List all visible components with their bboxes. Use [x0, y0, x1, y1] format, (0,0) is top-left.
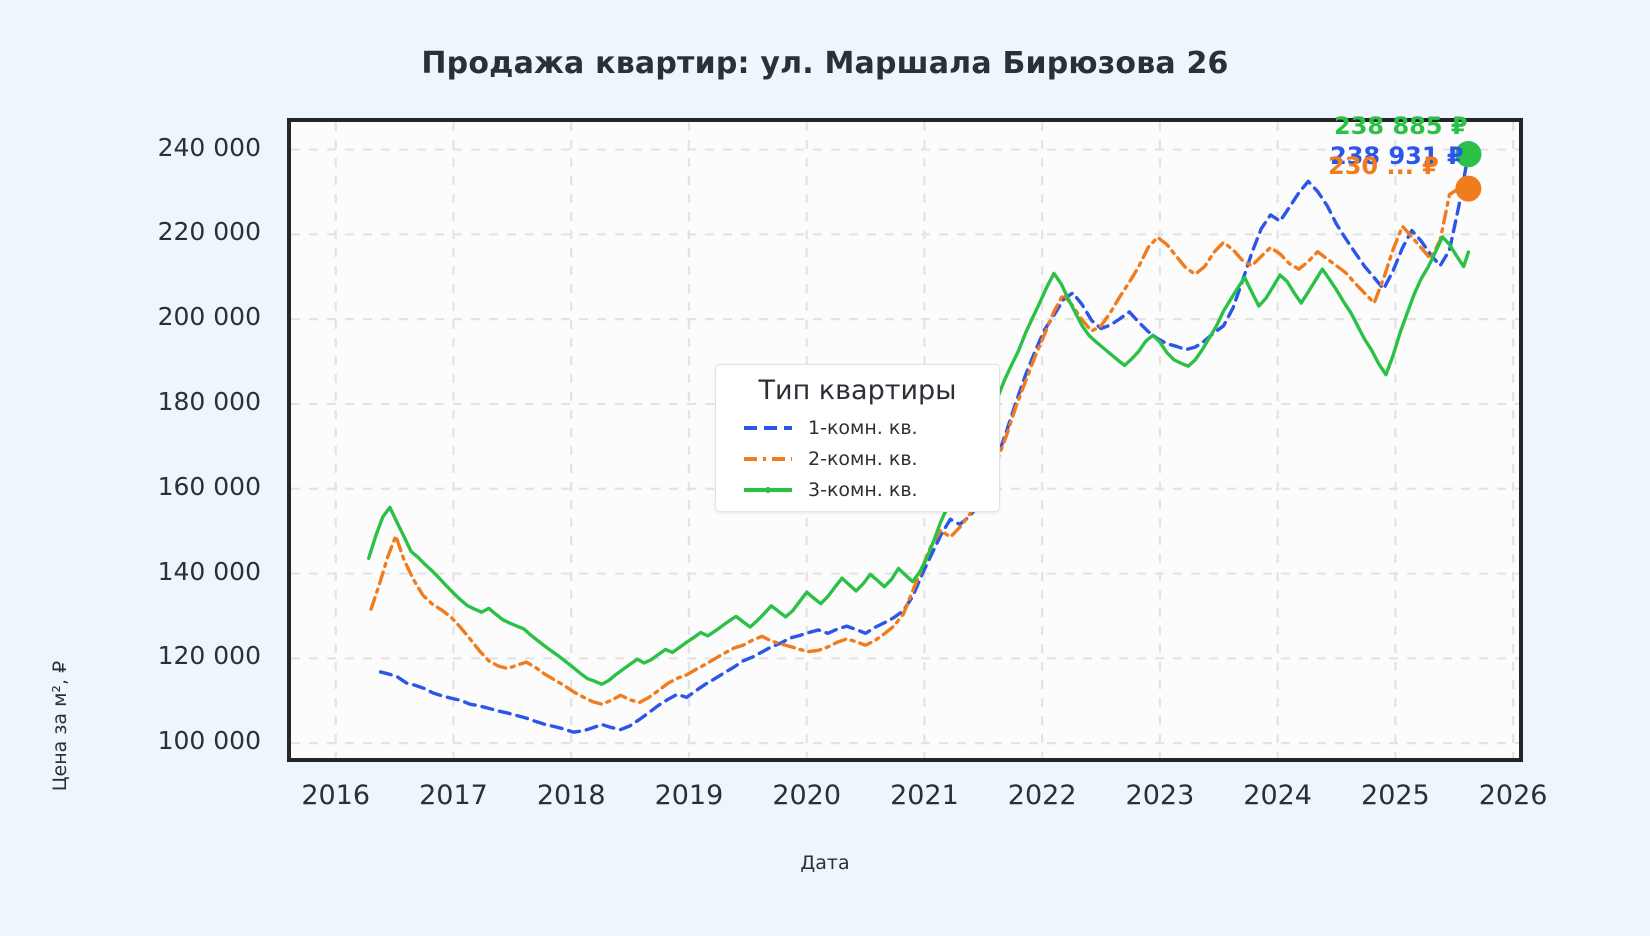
x-tick-label: 2025	[1361, 780, 1430, 811]
x-tick-label: 2020	[772, 780, 842, 811]
end-value-annotation: 238 885 ₽	[1334, 112, 1468, 140]
series-end-marker-3	[1455, 141, 1482, 168]
legend-label: 3-комн. кв.	[808, 478, 918, 501]
legend-label: 1-комн. кв.	[808, 416, 918, 439]
y-tick-label: 200 000	[157, 302, 261, 332]
legend-title: Тип квартиры	[758, 375, 957, 406]
series-line-1	[378, 152, 1471, 734]
legend-item-3[interactable]: 3-комн. кв.	[742, 474, 999, 505]
legend-item-1[interactable]: 1-комн. кв.	[742, 412, 999, 443]
legend-label: 2-комн. кв.	[808, 447, 918, 470]
chart-figure: Продажа квартир: ул. Маршала Бирюзова 26…	[49, 46, 1548, 874]
y-tick-label: 120 000	[157, 641, 261, 671]
series-end-marker-2	[1455, 175, 1482, 202]
legend-swatch-icon	[742, 419, 794, 437]
x-tick-label: 2024	[1243, 780, 1312, 811]
x-tick-label: 2017	[419, 780, 488, 811]
y-tick-label: 160 000	[157, 471, 261, 501]
legend-swatch-icon	[742, 450, 794, 468]
series-line-2	[369, 186, 1461, 706]
y-tick-label: 140 000	[157, 556, 261, 586]
x-tick-label: 2021	[890, 780, 959, 811]
x-tick-label: 2022	[1007, 780, 1077, 811]
legend-entries: 1-комн. кв. 2-комн. кв. 3-комн. кв.	[716, 412, 999, 505]
legend: Тип квартиры 1-комн. кв. 2-комн. кв. 3-ком…	[715, 364, 1000, 512]
end-value-annotation: 238 931 ₽	[1330, 142, 1464, 170]
legend-item-2[interactable]: 2-комн. кв.	[742, 443, 999, 474]
x-tick-label: 2016	[301, 780, 371, 811]
y-tick-label: 100 000	[157, 726, 261, 756]
legend-swatch-icon	[742, 481, 794, 499]
y-axis-label-wrap: Цена за м², ₽	[49, 440, 71, 791]
end-value-annotation: 230 ... ₽	[1328, 152, 1439, 180]
plot-svg	[291, 122, 1519, 758]
y-tick-label: 180 000	[157, 386, 261, 416]
x-tick-label: 2018	[536, 780, 606, 811]
x-tick-label: 2019	[654, 780, 724, 811]
x-axis-label: Дата	[800, 852, 850, 874]
y-tick-label: 220 000	[157, 217, 261, 247]
series-line-3	[367, 235, 1471, 686]
y-tick-label: 240 000	[157, 132, 261, 162]
x-tick-label: 2023	[1125, 780, 1195, 811]
chart-title: Продажа квартир: ул. Маршала Бирюзова 26	[421, 46, 1229, 81]
x-tick-label: 2026	[1478, 780, 1548, 811]
